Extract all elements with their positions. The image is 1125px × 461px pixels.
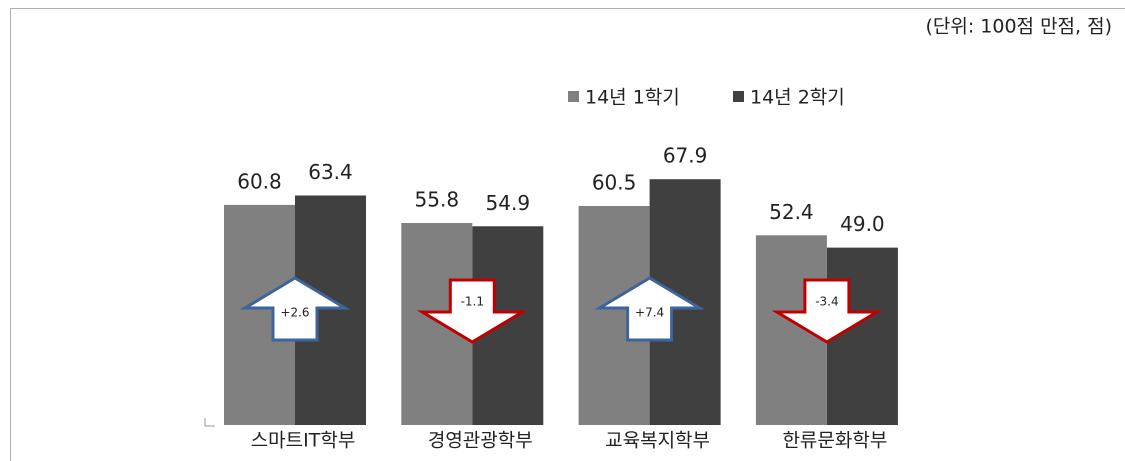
x-tick-label: 경영관광학부	[428, 430, 533, 452]
frame	[10, 8, 1125, 461]
x-tick-label: 한류문화학부	[782, 430, 887, 452]
data-label: 60.5	[592, 170, 637, 194]
data-label: 49.0	[840, 212, 885, 236]
change-label: -1.1	[461, 295, 484, 309]
data-label: 60.8	[237, 169, 282, 193]
data-label: 63.4	[308, 160, 353, 184]
change-arrow	[416, 278, 528, 344]
data-label: 67.9	[663, 144, 708, 168]
change-arrow	[594, 276, 706, 342]
x-tick-label: 교육복지학부	[605, 430, 710, 452]
change-arrow	[771, 278, 883, 344]
axis-corner	[204, 418, 215, 427]
change-arrow	[239, 276, 351, 342]
change-label: +7.4	[635, 306, 664, 320]
legend-swatch	[568, 91, 579, 102]
unit-note: (단위: 100점 만점, 점)	[925, 16, 1112, 38]
data-label: 54.9	[486, 191, 531, 215]
data-label: 55.8	[415, 188, 460, 212]
change-label: -3.4	[815, 295, 838, 309]
change-label: +2.6	[280, 306, 309, 320]
x-tick-label: 스마트IT학부	[251, 430, 356, 452]
legend-label: 14년 1학기	[585, 87, 680, 109]
legend-swatch	[733, 91, 744, 102]
legend-label: 14년 2학기	[750, 87, 845, 109]
data-label: 52.4	[769, 200, 814, 224]
